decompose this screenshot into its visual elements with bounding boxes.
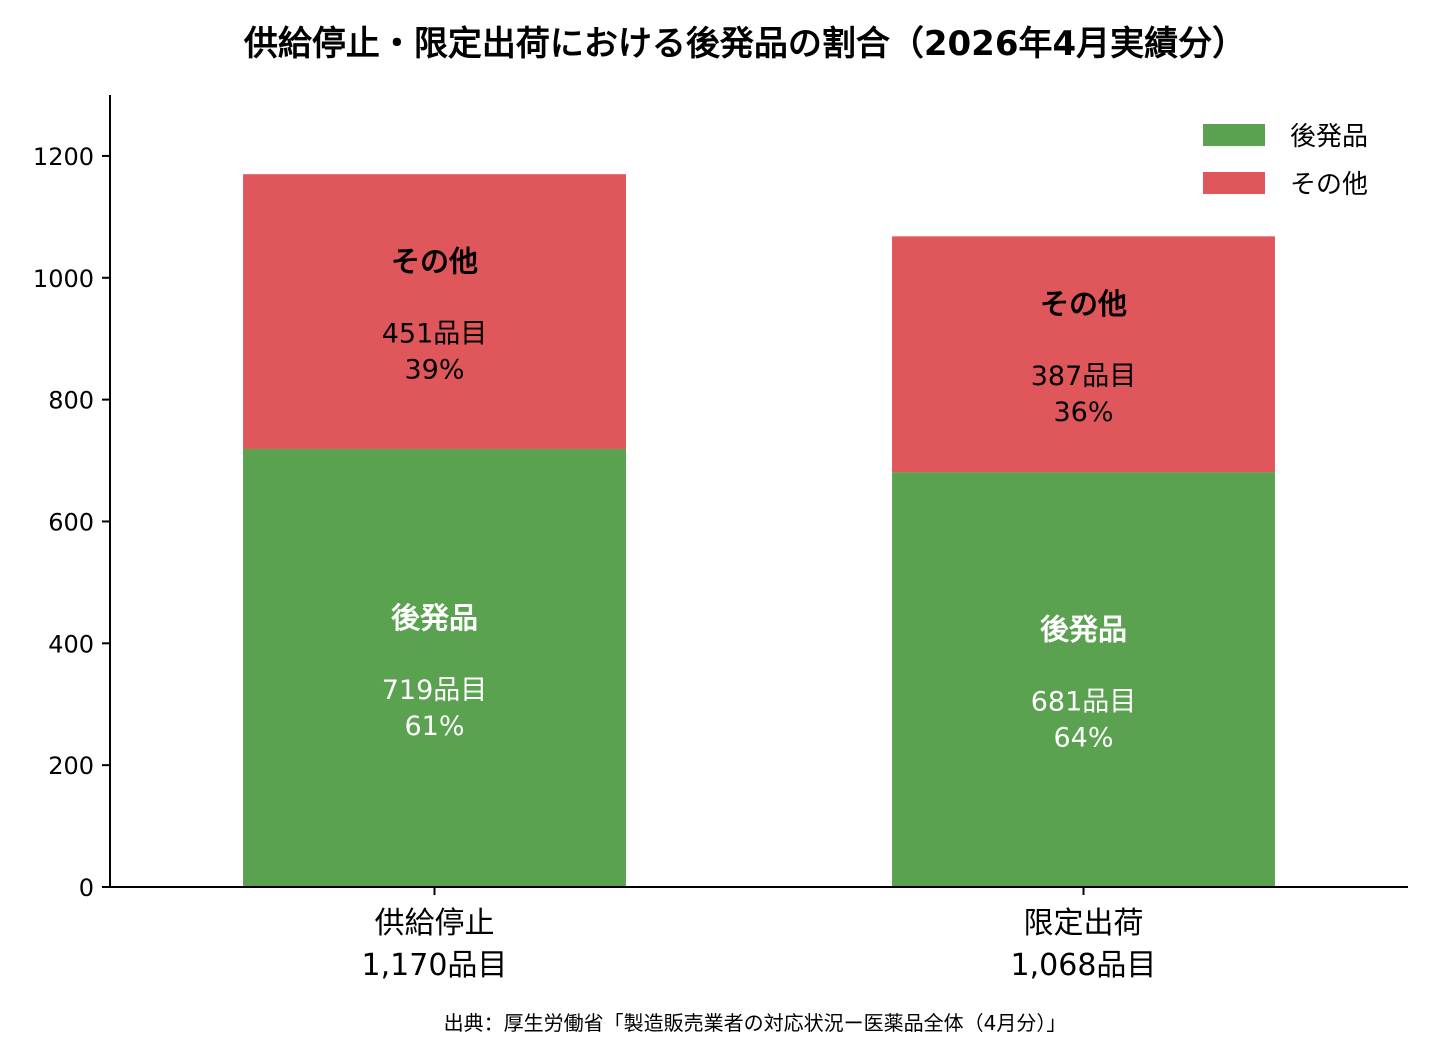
segment-title-label: その他 (1040, 287, 1127, 321)
y-tick-label: 0 (79, 874, 94, 902)
segment-labels-layer: 後発品 719品目 61% その他 451品目 39% 後発品 681品目 64% その他 387品… (382, 245, 1137, 754)
segment-percent-label: 64% (1053, 723, 1113, 754)
bar-segment (243, 174, 626, 449)
legend-label: 後発品 (1290, 122, 1368, 152)
bar-segment (892, 236, 1275, 473)
y-tick-label: 400 (48, 630, 94, 658)
y-tick-label: 600 (48, 508, 94, 536)
legend-swatch (1203, 124, 1265, 146)
chart-title: 供給停止・限定出荷における後発品の割合（2026年4月実績分） (243, 24, 1246, 64)
segment-title-label: 後発品 (391, 601, 478, 635)
segment-percent-label: 39% (404, 355, 464, 386)
segment-percent-label: 61% (404, 711, 464, 742)
segment-title-label: その他 (391, 245, 478, 279)
bar-segment (892, 472, 1275, 887)
axes-layer: 供給停止 1,170品目 限定出荷 1,068品目 0 200 400 600 800 1000 1… (33, 95, 1408, 983)
legend-swatch (1203, 172, 1265, 194)
x-tick-label: 限定出荷 (1024, 906, 1144, 941)
y-tick-label: 200 (48, 752, 94, 780)
x-tick-sublabel: 1,068品目 (1011, 948, 1157, 983)
y-tick-label: 800 (48, 387, 94, 415)
segment-title-label: 後発品 (1040, 613, 1127, 647)
source-note: 出典：厚生労働省「製造販売業者の対応状況ー医薬品全体（4月分）」 (444, 1011, 1067, 1035)
x-tick-sublabel: 1,170品目 (362, 948, 508, 983)
y-tick-label: 1200 (33, 143, 94, 171)
segment-count-label: 451品目 (382, 319, 488, 350)
legend-label: その他 (1290, 170, 1368, 200)
segment-count-label: 387品目 (1031, 361, 1137, 392)
segment-count-label: 681品目 (1031, 687, 1137, 718)
segment-percent-label: 36% (1053, 397, 1113, 428)
y-tick-label: 1000 (33, 265, 94, 293)
segment-count-label: 719品目 (382, 675, 488, 706)
x-tick-label: 供給停止 (375, 906, 495, 941)
bar-segment (243, 448, 626, 887)
bars-layer (243, 174, 1275, 887)
